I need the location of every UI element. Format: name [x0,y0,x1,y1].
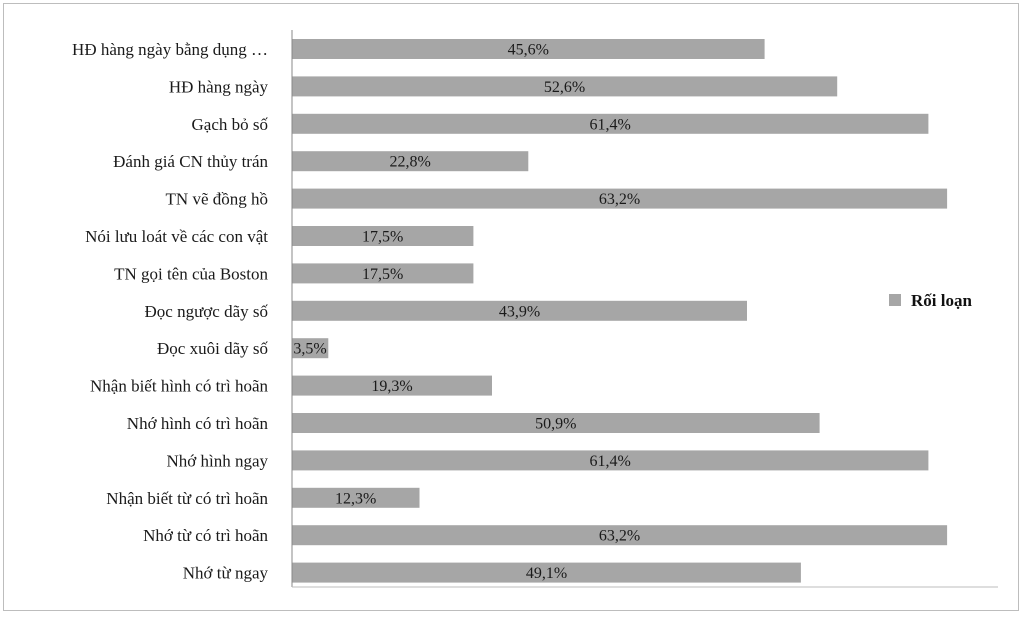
data-label: 17,5% [362,266,403,283]
category-label: Đọc xuôi dãy số [157,339,268,358]
legend-swatch [889,294,901,306]
category-label: Gạch bỏ số [192,115,269,134]
bar [292,188,948,209]
data-label: 19,3% [371,378,412,395]
bar [292,263,474,284]
category-label: Đánh giá CN thủy trán [113,152,268,171]
legend-label: Rối loạn [911,291,972,310]
data-label: 12,3% [335,490,376,507]
data-label: 52,6% [544,79,585,96]
data-label: 17,5% [362,229,403,246]
data-label: 22,8% [390,154,431,171]
bar [292,113,929,134]
data-label: 63,2% [599,191,640,208]
category-label: HĐ hàng ngày bằng dụng … [72,40,268,59]
bar [292,413,820,433]
category-label: Nhớ từ ngay [183,564,269,583]
bar [292,487,420,508]
category-label: Nhận biết hình có trì hoãn [90,377,268,396]
bar [292,300,747,321]
bar [292,562,801,583]
data-label: 61,4% [590,453,631,470]
data-label: 61,4% [590,116,631,133]
category-label: Nhớ hình ngay [166,451,268,470]
bar [292,375,492,396]
category-label: Nhận biết từ có trì hoãn [106,489,268,508]
category-label: TN vẽ đồng hồ [166,190,268,209]
bar [292,338,329,359]
data-label: 49,1% [526,565,567,582]
data-label: 43,9% [499,303,540,320]
bar [292,450,929,471]
bar [292,151,529,172]
category-label: TN gọi tên của Boston [114,264,268,283]
data-label: 45,6% [508,42,549,59]
bar [292,226,474,246]
bar [292,525,948,546]
bar [292,76,838,97]
data-label: 63,2% [599,528,640,545]
category-label: Nhớ từ có trì hoãn [143,526,268,545]
category-label: Nhớ hình có trì hoãn [127,414,269,433]
category-label: Nói lưu loát về các con vật [85,227,268,246]
data-label: 3,5% [293,341,326,358]
data-label: 50,9% [535,416,576,433]
bar [292,39,765,59]
category-label: HĐ hàng ngày [169,77,269,96]
category-label: Đọc ngược dãy số [145,302,269,321]
